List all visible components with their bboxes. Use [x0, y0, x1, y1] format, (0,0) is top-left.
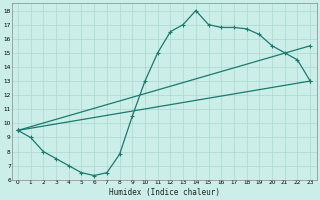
X-axis label: Humidex (Indice chaleur): Humidex (Indice chaleur) [108, 188, 220, 197]
